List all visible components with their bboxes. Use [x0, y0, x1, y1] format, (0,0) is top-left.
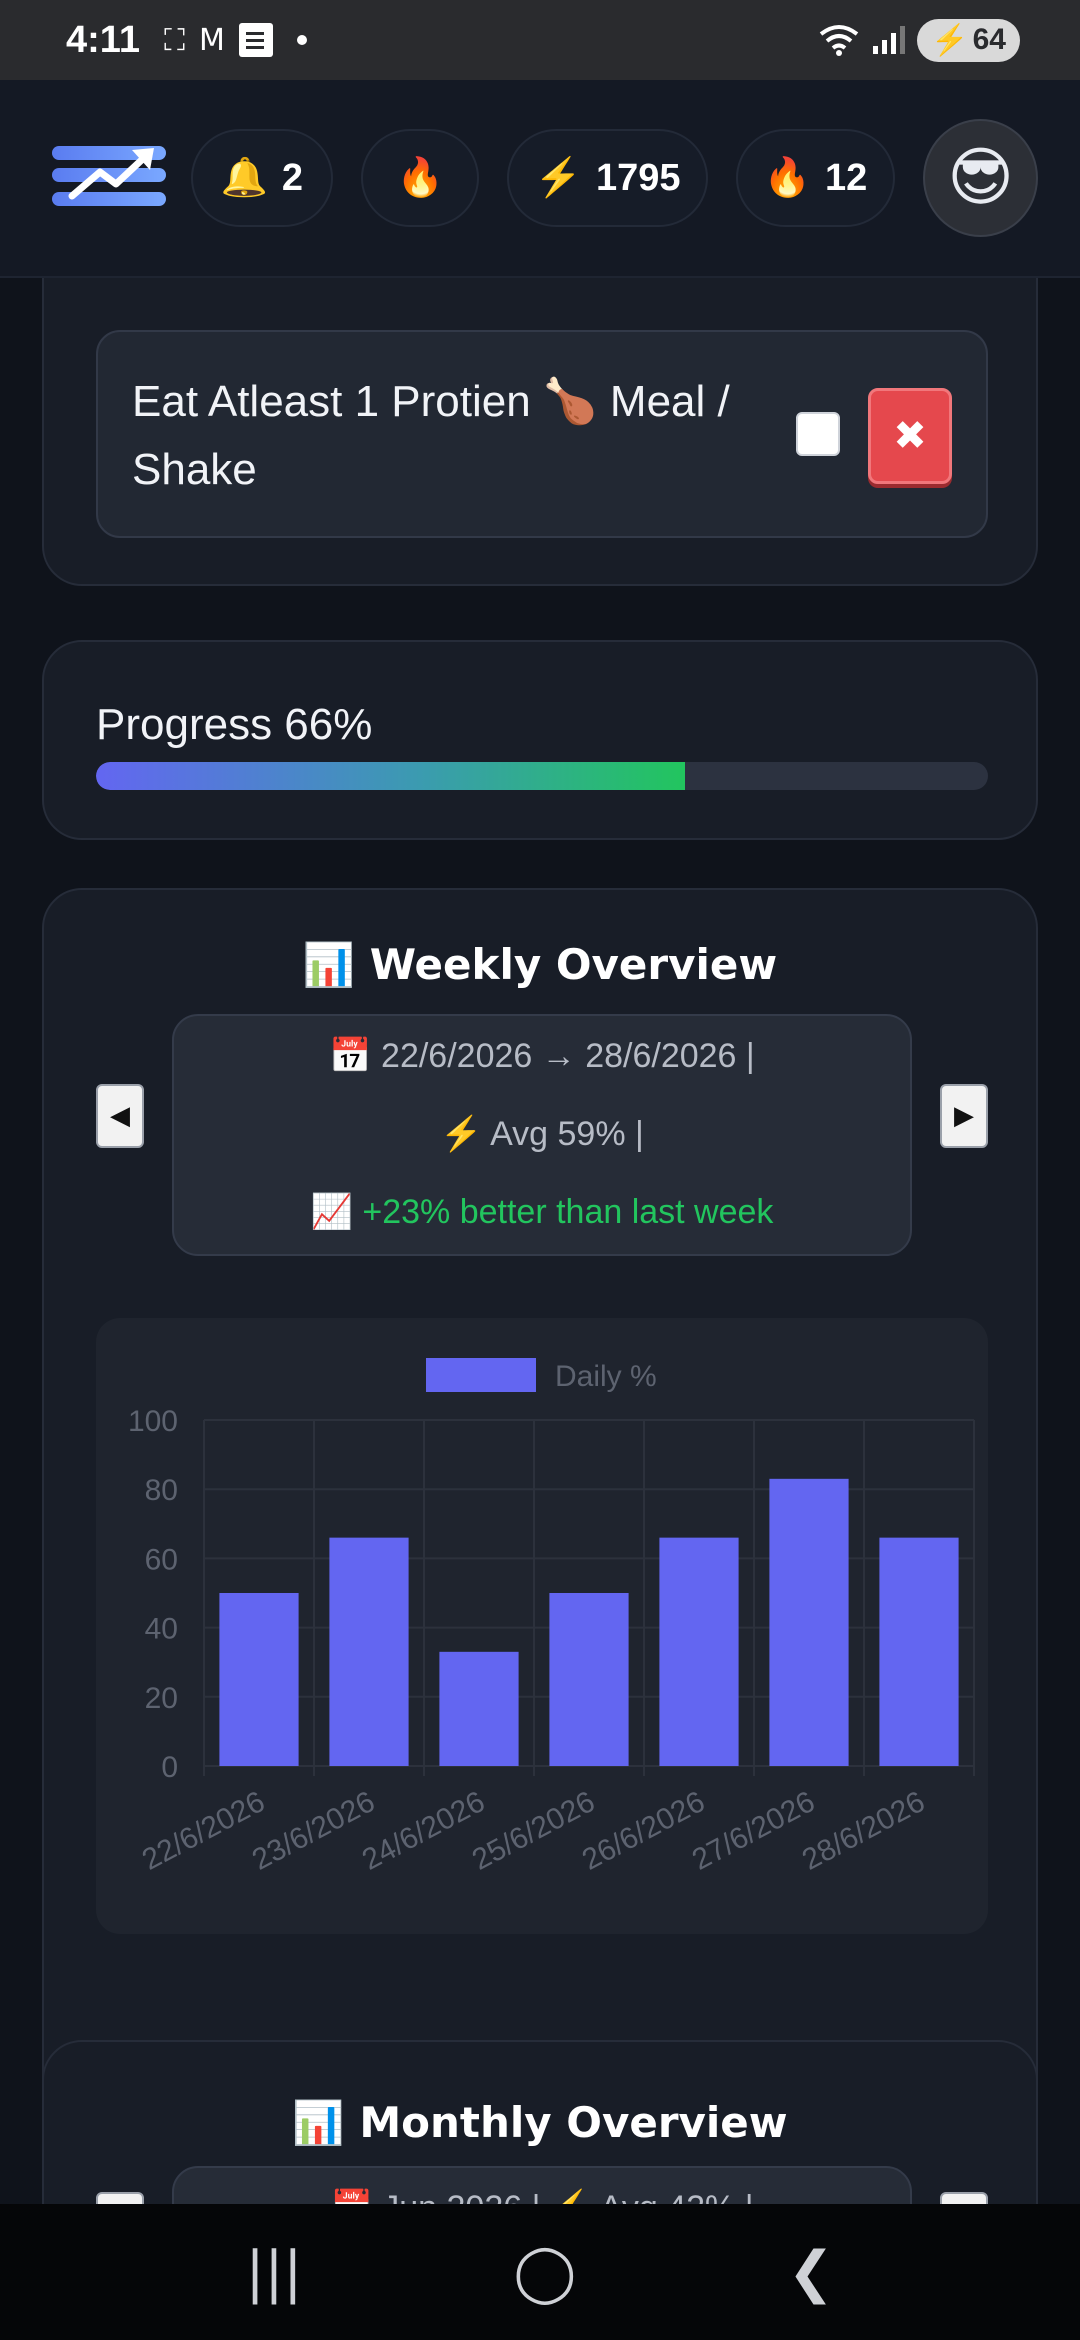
content-scroll[interactable]: Eat Atleast 1 Protien 🍗 Meal / Shake ✖ P…	[0, 278, 1080, 2204]
triangle-left-icon: ◀	[110, 1101, 130, 1131]
x-tick-label: 28/6/2026	[797, 1785, 930, 1877]
app-header: 🔔 2 🔥 ⚡ 1795 🔥 12 😎	[0, 80, 1080, 278]
status-time: 4:11	[66, 18, 140, 61]
chart-bar	[439, 1651, 519, 1766]
recent-apps-icon[interactable]: |||	[245, 2239, 303, 2305]
weekly-bar-chart: Daily % 0 20 40 60 80 100 22/6/202623/6/202624/…	[128, 1358, 975, 1877]
bell-icon: 🔔	[220, 157, 268, 199]
delete-task-button[interactable]: ✖	[868, 388, 952, 484]
legend-swatch	[426, 1358, 536, 1392]
x-tick-label: 24/6/2026	[357, 1785, 490, 1877]
next-week-button[interactable]: ▶	[940, 1084, 988, 1148]
energy-value: 1795	[595, 156, 681, 199]
tasks-card: Eat Atleast 1 Protien 🍗 Meal / Shake ✖	[42, 278, 1038, 586]
dot-icon	[296, 35, 307, 45]
prev-month-button[interactable]: ◀	[96, 2192, 144, 2204]
progress-bar	[96, 762, 988, 790]
battery-bolt-icon: ⚡	[931, 23, 969, 57]
battery-icon: ⚡ 64	[917, 18, 1020, 62]
notifications-pill[interactable]: 🔔 2	[190, 129, 333, 227]
trend-logo-icon[interactable]	[52, 142, 166, 214]
progress-card: Progress 66%	[42, 640, 1038, 840]
energy-pill[interactable]: ⚡ 1795	[507, 129, 708, 227]
task-checkbox[interactable]	[796, 412, 840, 456]
screenshot-icon: ⛶	[163, 22, 185, 58]
y-tick-label: 100	[128, 1405, 178, 1438]
triangle-right-icon: ▶	[954, 1101, 974, 1131]
weekly-chart: Daily % 0 20 40 60 80 100 22/6/2026 23/6/2026 24/…	[96, 1318, 988, 1934]
legend-label: Daily %	[555, 1360, 657, 1393]
home-icon[interactable]: ◯	[513, 2239, 577, 2305]
status-bar: 4:11 ⛶ M ⚡ 64	[0, 0, 1080, 80]
weekly-summary: 📅 22/6/2026 → 28/6/2026 | ⚡ Avg 59% | 📈 …	[172, 1014, 912, 1256]
close-icon: ✖	[893, 413, 927, 459]
y-tick-label: 60	[145, 1543, 178, 1576]
flame-icon: 🔥	[396, 157, 444, 199]
x-tick-label: 27/6/2026	[687, 1785, 820, 1877]
y-tick-label: 20	[145, 1682, 178, 1715]
weekly-overview-card: 📊 Weekly Overview ◀ 📅 22/6/2026 → 28/6/2…	[42, 888, 1038, 2204]
back-icon[interactable]: ❮	[787, 2239, 835, 2305]
avatar[interactable]: 😎	[923, 119, 1038, 237]
monthly-overview-card: 📊 Monthly Overview ◀ 📅 Jun 2026 | ⚡ Avg …	[42, 2040, 1038, 2204]
weekly-average: ⚡ Avg 59% |	[440, 1115, 644, 1153]
progress-fill	[96, 762, 685, 790]
y-tick-label: 40	[145, 1613, 178, 1646]
chart-bar	[549, 1593, 629, 1766]
monthly-summary: 📅 Jun 2026 | ⚡ Avg 42% |	[172, 2166, 912, 2204]
task-item: Eat Atleast 1 Protien 🍗 Meal / Shake ✖	[96, 330, 988, 538]
notifications-count: 2	[281, 156, 303, 199]
system-nav-bar: ||| ◯ ❮	[0, 2204, 1080, 2340]
x-tick-label: 26/6/2026	[577, 1785, 710, 1877]
chart-bar	[769, 1478, 849, 1766]
sunglasses-face-icon: 😎	[947, 141, 1014, 215]
y-tick-label: 80	[145, 1474, 178, 1507]
weekly-overview-title: 📊 Weekly Overview	[302, 940, 778, 989]
battery-level: 64	[972, 23, 1006, 56]
flame-pill[interactable]: 🔥	[360, 129, 480, 227]
notes-icon	[238, 23, 273, 57]
progress-label: Progress 66%	[96, 700, 373, 749]
streak-value: 12	[825, 156, 868, 199]
gmail-icon: M	[198, 22, 225, 58]
status-icons-right: ⚡ 64	[819, 18, 1020, 62]
bolt-icon: ⚡	[534, 157, 582, 199]
streak-pill[interactable]: 🔥 12	[735, 129, 896, 227]
streak-flame-icon: 🔥	[763, 157, 811, 199]
x-tick-label: 23/6/2026	[247, 1785, 380, 1877]
status-icons-left: ⛶ M	[164, 23, 307, 58]
x-tick-label: 22/6/2026	[137, 1785, 270, 1877]
chart-bar	[879, 1537, 959, 1766]
wifi-icon	[820, 25, 859, 56]
monthly-overview-title: 📊 Monthly Overview	[292, 2098, 788, 2147]
weekly-range: 📅 22/6/2026 → 28/6/2026 |	[329, 1037, 755, 1075]
weekly-comparison: 📈 +23% better than last week	[310, 1193, 774, 1231]
x-tick-label: 25/6/2026	[467, 1785, 600, 1877]
y-tick-label: 0	[161, 1751, 178, 1784]
prev-week-button[interactable]: ◀	[96, 1084, 144, 1148]
chart-bar	[329, 1537, 409, 1766]
task-text: Eat Atleast 1 Protien 🍗 Meal / Shake	[132, 377, 730, 494]
monthly-summary-line: 📅 Jun 2026 | ⚡ Avg 42% |	[174, 2188, 910, 2204]
chart-bar	[219, 1593, 299, 1766]
next-month-button[interactable]: ▶	[940, 2192, 988, 2204]
chart-bar	[659, 1537, 739, 1766]
signal-icon	[873, 26, 906, 54]
